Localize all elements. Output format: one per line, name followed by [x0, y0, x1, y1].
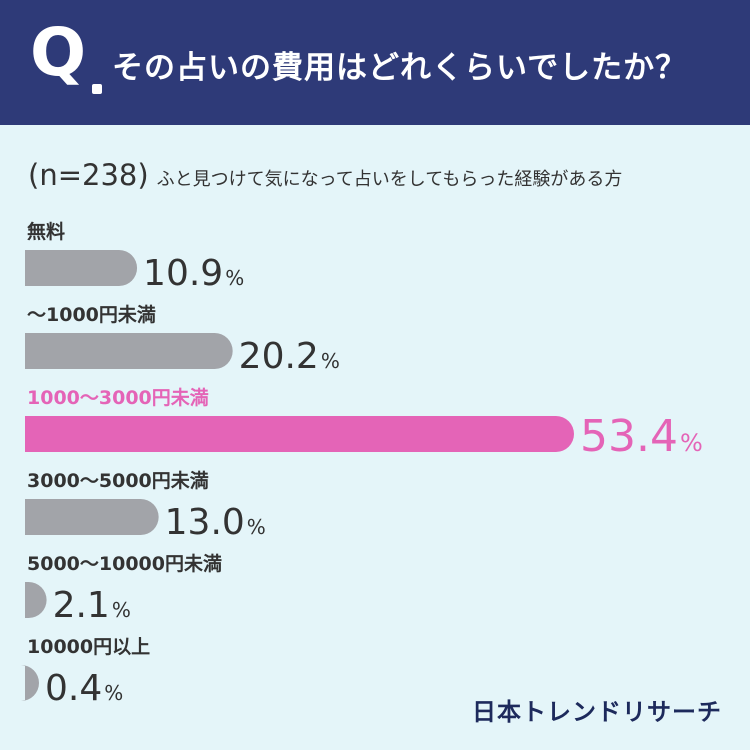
value-label: 2.1%	[53, 585, 131, 626]
brand-logo: 日本トレンドリサーチ	[472, 698, 722, 726]
category-label: 〜1000円未満	[27, 303, 156, 326]
bar	[25, 499, 159, 535]
category-label: 5000〜10000円未満	[27, 552, 222, 575]
category-label: 無料	[27, 220, 65, 243]
category-label: 1000〜3000円未満	[27, 386, 209, 409]
value-label: 53.4%	[580, 411, 703, 462]
value-label: 13.0%	[165, 502, 266, 543]
question-mark-dot	[92, 84, 102, 94]
bar	[25, 416, 574, 452]
value-label: 20.2%	[239, 336, 340, 377]
question-mark-label: Q	[30, 14, 87, 91]
bar	[25, 582, 47, 618]
bar	[21, 665, 39, 701]
category-label: 10000円以上	[27, 636, 150, 658]
header-banner: Q その占いの費用はどれくらいでしたか？	[0, 0, 750, 125]
sample-info: (n=238) ふと見つけて気になって占いをしてもらった経験がある方	[28, 158, 622, 192]
sample-size: (n=238)	[28, 158, 149, 192]
value-label: 10.9%	[143, 253, 244, 294]
category-label: 3000〜5000円未満	[27, 469, 209, 492]
question-title: その占いの費用はどれくらいでしたか？	[112, 50, 688, 86]
bar	[25, 250, 138, 286]
bar	[25, 333, 233, 369]
value-label: 0.4%	[45, 668, 123, 709]
sample-description: ふと見つけて気になって占いをしてもらった経験がある方	[156, 169, 623, 190]
